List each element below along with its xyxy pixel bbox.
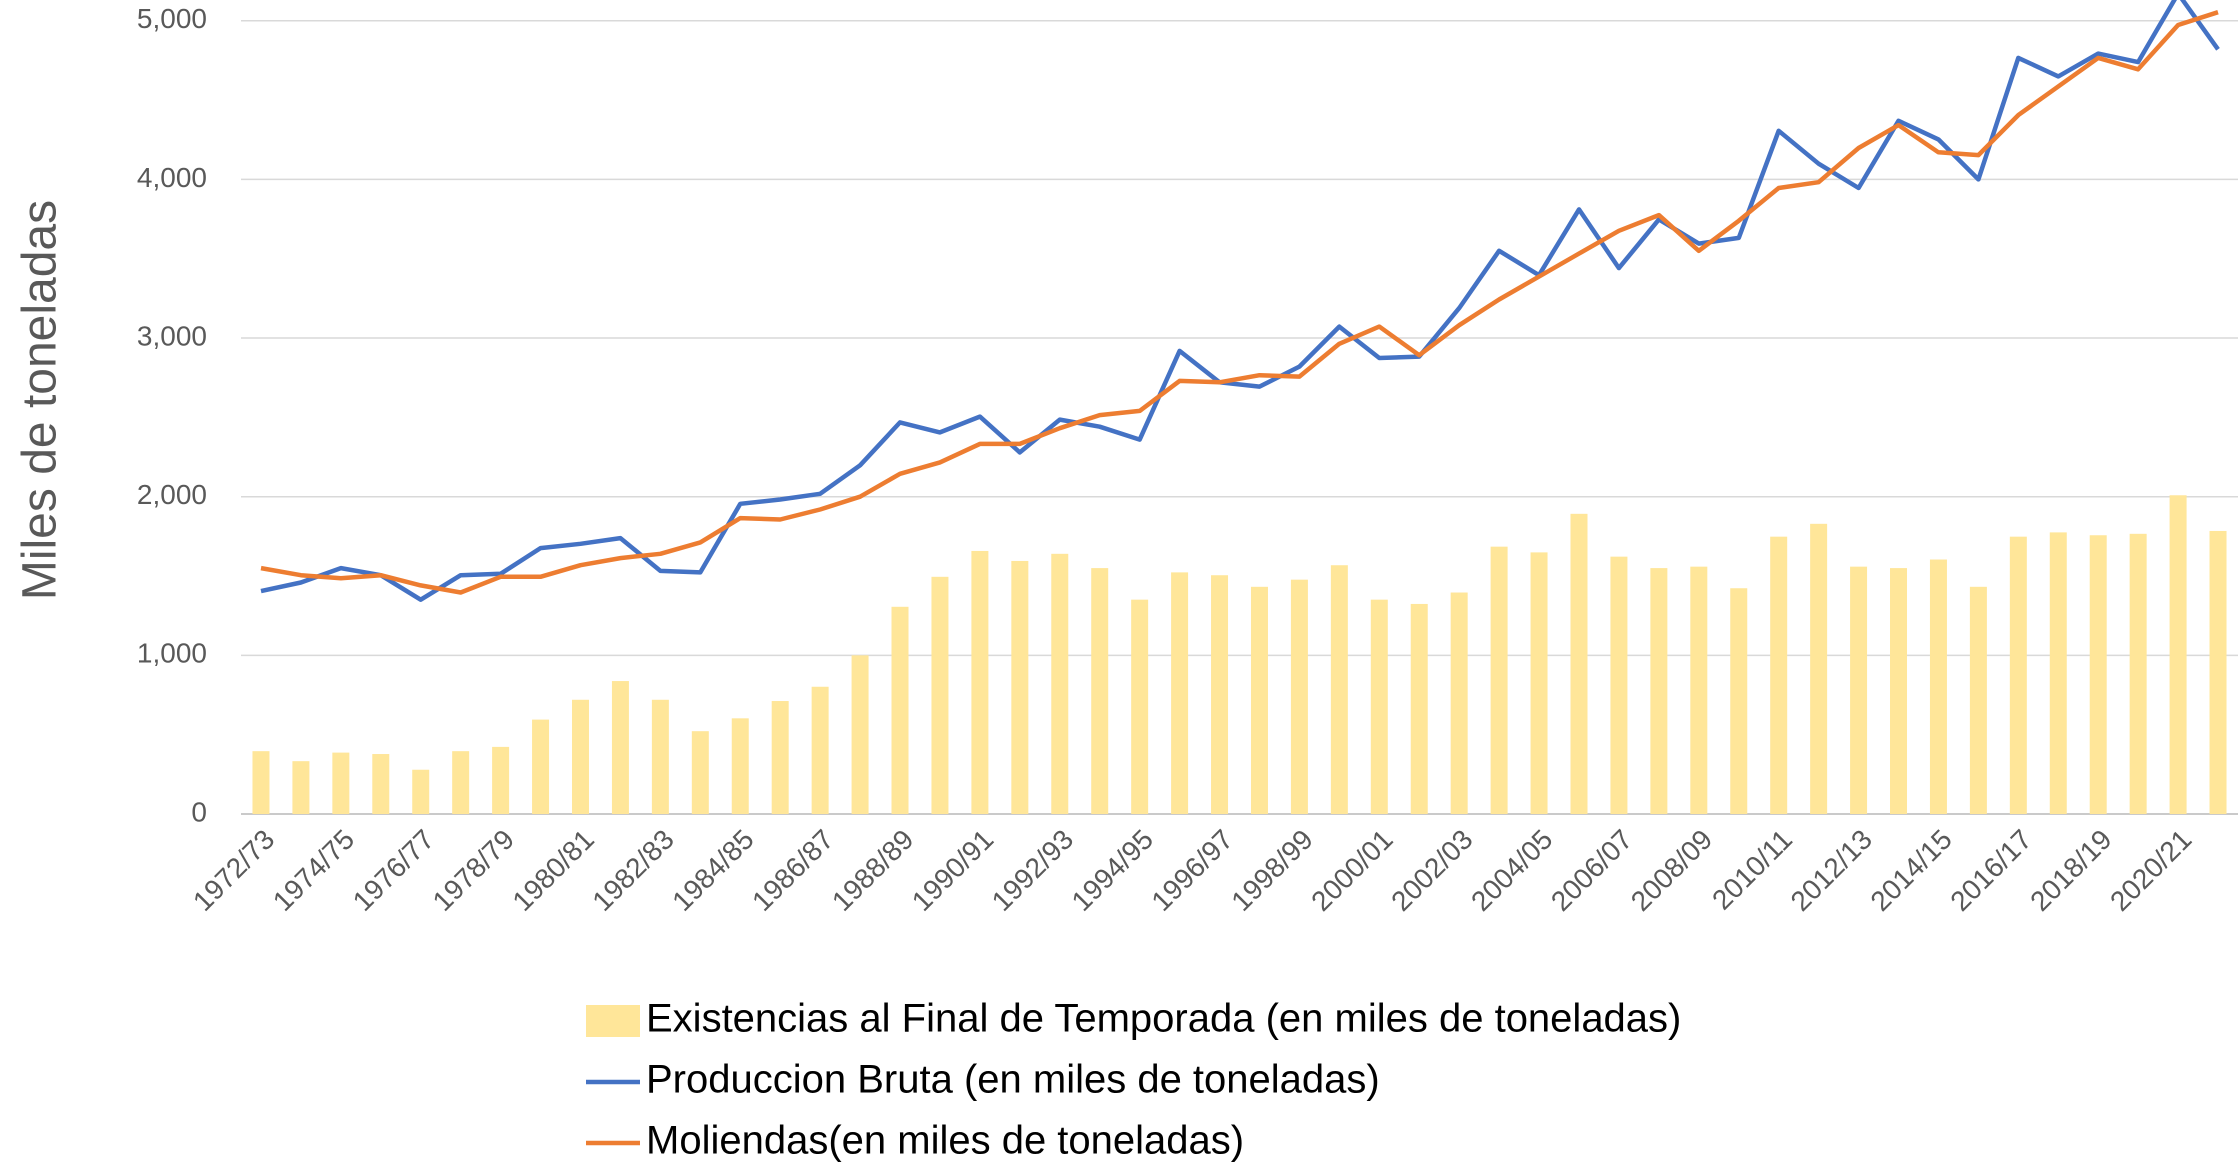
x-tick-label: 1980/81 <box>506 824 599 917</box>
bar <box>1890 568 1908 814</box>
bar <box>1530 552 1548 814</box>
bar <box>2049 532 2067 814</box>
bar <box>1690 566 1708 814</box>
x-tick-label: 2010/11 <box>1706 824 1798 916</box>
bar <box>1290 579 1308 814</box>
y-tick-label: 4,000 <box>137 162 207 193</box>
bar <box>1330 565 1348 814</box>
line <box>260 0 2220 602</box>
y-tick-label: 2,000 <box>137 479 207 510</box>
bar <box>1850 566 1868 814</box>
line <box>260 10 2219 595</box>
x-tick-label: 1972/73 <box>187 824 280 917</box>
x-tick-label: 2004/05 <box>1465 824 1558 917</box>
bar <box>731 718 749 814</box>
y-tick-label: 0 <box>191 796 207 827</box>
bar <box>851 655 869 814</box>
x-tick-label: 1986/87 <box>746 824 839 917</box>
x-tick-label: 2018/19 <box>2024 824 2117 917</box>
x-tick-label: 1984/85 <box>666 824 759 917</box>
x-tick-label: 1994/95 <box>1066 824 1159 917</box>
bar <box>2129 533 2147 814</box>
bar <box>1770 536 1788 814</box>
x-tick-label: 2016/17 <box>1944 824 2037 917</box>
x-tick-label: 1978/79 <box>427 824 520 917</box>
x-tick-label: 2020/21 <box>2104 824 2197 917</box>
bar <box>292 761 310 814</box>
bar <box>1171 572 1189 814</box>
x-tick-label: 1982/83 <box>586 824 679 917</box>
bar <box>1211 575 1229 814</box>
bar <box>2009 536 2027 814</box>
y-tick-label: 1,000 <box>137 638 207 669</box>
bar <box>1730 588 1748 814</box>
bar <box>1810 523 1828 814</box>
bar <box>1929 559 1947 814</box>
bar <box>332 752 350 814</box>
bar <box>1450 592 1468 814</box>
bar <box>971 550 989 814</box>
bar <box>1051 553 1069 814</box>
bar <box>1250 586 1268 814</box>
bar <box>1570 513 1588 814</box>
legend-label: Produccion Bruta (en miles de toneladas) <box>646 1058 1380 1102</box>
bar <box>891 606 909 814</box>
legend-swatch <box>586 1005 640 1037</box>
bar <box>372 754 390 814</box>
bar <box>1650 568 1668 814</box>
legend-label: Existencias al Final de Temporada (en mi… <box>646 997 1681 1041</box>
bar <box>571 699 589 814</box>
bar <box>2089 535 2107 814</box>
bar <box>811 686 829 814</box>
bar <box>412 769 430 814</box>
bar <box>1969 586 1987 814</box>
legend-label: Moliendas(en miles de toneladas) <box>646 1119 1244 1163</box>
bar <box>2209 530 2227 814</box>
bar <box>931 576 949 814</box>
bar <box>771 701 789 814</box>
x-tick-label: 1976/77 <box>347 824 440 917</box>
bar <box>611 681 629 814</box>
bar <box>452 751 470 814</box>
bar <box>1490 546 1508 814</box>
x-tick-label: 1996/97 <box>1146 824 1239 917</box>
bar <box>1091 568 1109 814</box>
x-tick-label: 2000/01 <box>1305 824 1398 917</box>
x-tick-label: 1988/89 <box>826 824 919 917</box>
bar <box>691 731 709 814</box>
x-tick-label: 2006/07 <box>1545 824 1638 917</box>
bar <box>1610 556 1628 814</box>
x-tick-label: 1990/91 <box>906 824 999 917</box>
bar <box>1011 560 1029 814</box>
x-tick-label: 2014/15 <box>1864 824 1957 917</box>
x-tick-label: 1992/93 <box>986 824 1079 917</box>
y-axis-title: Miles de toneladas <box>14 200 67 600</box>
bar <box>651 699 669 814</box>
bar <box>532 719 550 814</box>
x-tick-label: 1974/75 <box>267 824 360 917</box>
bar <box>1131 599 1149 814</box>
bar <box>2169 495 2187 814</box>
y-tick-label: 5,000 <box>137 3 207 34</box>
bar <box>252 751 270 814</box>
x-tick-label: 2002/03 <box>1385 824 1478 917</box>
bar <box>492 746 510 814</box>
bar <box>1370 599 1388 814</box>
x-tick-label: 2012/13 <box>1785 824 1878 917</box>
bar <box>1410 603 1428 814</box>
y-tick-label: 3,000 <box>137 320 207 351</box>
x-tick-label: 1998/99 <box>1225 824 1318 917</box>
x-tick-label: 2008/09 <box>1625 824 1718 917</box>
